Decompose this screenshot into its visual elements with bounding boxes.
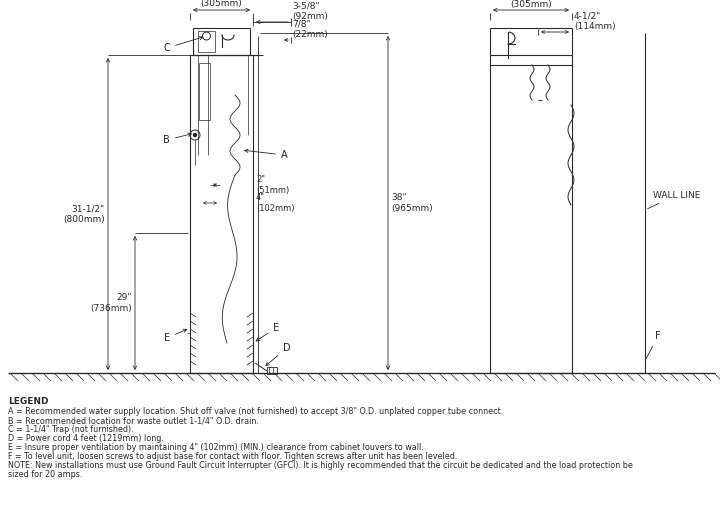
Text: LEGEND: LEGEND xyxy=(8,397,48,406)
Text: 2"
(51mm): 2" (51mm) xyxy=(256,175,289,195)
Text: WALL LINE: WALL LINE xyxy=(647,190,701,209)
Bar xyxy=(267,367,277,374)
Text: 29"
(736mm): 29" (736mm) xyxy=(90,293,132,313)
Text: D = Power cord 4 feet (1219mm) long.: D = Power cord 4 feet (1219mm) long. xyxy=(8,434,164,443)
Text: 12"
(305mm): 12" (305mm) xyxy=(201,0,243,8)
Text: 7/8"
(22mm): 7/8" (22mm) xyxy=(292,20,328,39)
Text: A: A xyxy=(245,149,287,160)
Text: A = Recommended water supply location. Shut off valve (not furnished) to accept : A = Recommended water supply location. S… xyxy=(8,407,503,416)
Text: B: B xyxy=(163,133,192,145)
Text: B = Recommended location for waste outlet 1-1/4" O.D. drain.: B = Recommended location for waste outle… xyxy=(8,416,259,425)
Text: 3-5/8"
(92mm): 3-5/8" (92mm) xyxy=(292,2,328,21)
Text: 38"
(965mm): 38" (965mm) xyxy=(391,194,433,213)
Text: F = To level unit, loosen screws to adjust base for contact with floor. Tighten : F = To level unit, loosen screws to adju… xyxy=(8,452,457,461)
Text: C = 1-1/4" Trap (not furnished).: C = 1-1/4" Trap (not furnished). xyxy=(8,425,134,434)
Text: E: E xyxy=(164,329,186,343)
Text: 4-1/2"
(114mm): 4-1/2" (114mm) xyxy=(574,11,616,31)
Text: NOTE: New installations must use Ground Fault Circuit Interrupter (GFCI). It is : NOTE: New installations must use Ground … xyxy=(8,461,633,470)
Text: 12"
(305mm): 12" (305mm) xyxy=(510,0,552,9)
Text: 31-1/2"
(800mm): 31-1/2" (800mm) xyxy=(63,204,105,224)
Circle shape xyxy=(194,134,197,137)
Text: E = Insure proper ventilation by maintaining 4" (102mm) (MIN.) clearance from ca: E = Insure proper ventilation by maintai… xyxy=(8,443,424,452)
Text: D: D xyxy=(266,343,291,366)
Text: E: E xyxy=(256,323,279,341)
Text: F: F xyxy=(647,331,661,359)
Text: 4"
(102mm): 4" (102mm) xyxy=(256,194,294,213)
Text: C: C xyxy=(163,37,203,53)
Text: sized for 20 amps.: sized for 20 amps. xyxy=(8,470,82,479)
